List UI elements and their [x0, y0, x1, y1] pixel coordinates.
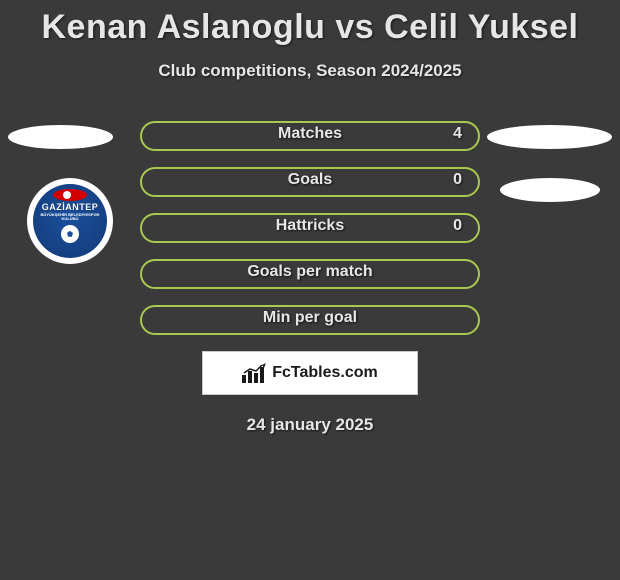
- fctables-attribution[interactable]: FcTables.com: [202, 351, 418, 395]
- stat-value: 4: [453, 125, 462, 143]
- fctables-text: FcTables.com: [272, 364, 378, 382]
- stat-label: Goals: [140, 171, 480, 189]
- stat-label: Goals per match: [140, 263, 480, 281]
- stat-row: Min per goal: [140, 305, 480, 335]
- stat-row: Goals0: [140, 167, 480, 197]
- comparison-title: Kenan Aslanoglu vs Celil Yuksel: [0, 0, 620, 47]
- stat-row: Hattricks0: [140, 213, 480, 243]
- stat-label: Min per goal: [140, 309, 480, 327]
- stat-value: 0: [453, 217, 462, 235]
- snapshot-date: 24 january 2025: [0, 415, 620, 435]
- stat-label: Matches: [140, 125, 480, 143]
- stat-row: Goals per match: [140, 259, 480, 289]
- stat-rows-container: Matches4Goals0Hattricks0Goals per matchM…: [140, 121, 480, 335]
- stat-row: Matches4: [140, 121, 480, 151]
- stat-value: 0: [453, 171, 462, 189]
- stat-label: Hattricks: [140, 217, 480, 235]
- fctables-chart-icon: [242, 363, 268, 383]
- stats-area: Matches4Goals0Hattricks0Goals per matchM…: [0, 121, 620, 435]
- season-subtitle: Club competitions, Season 2024/2025: [0, 61, 620, 81]
